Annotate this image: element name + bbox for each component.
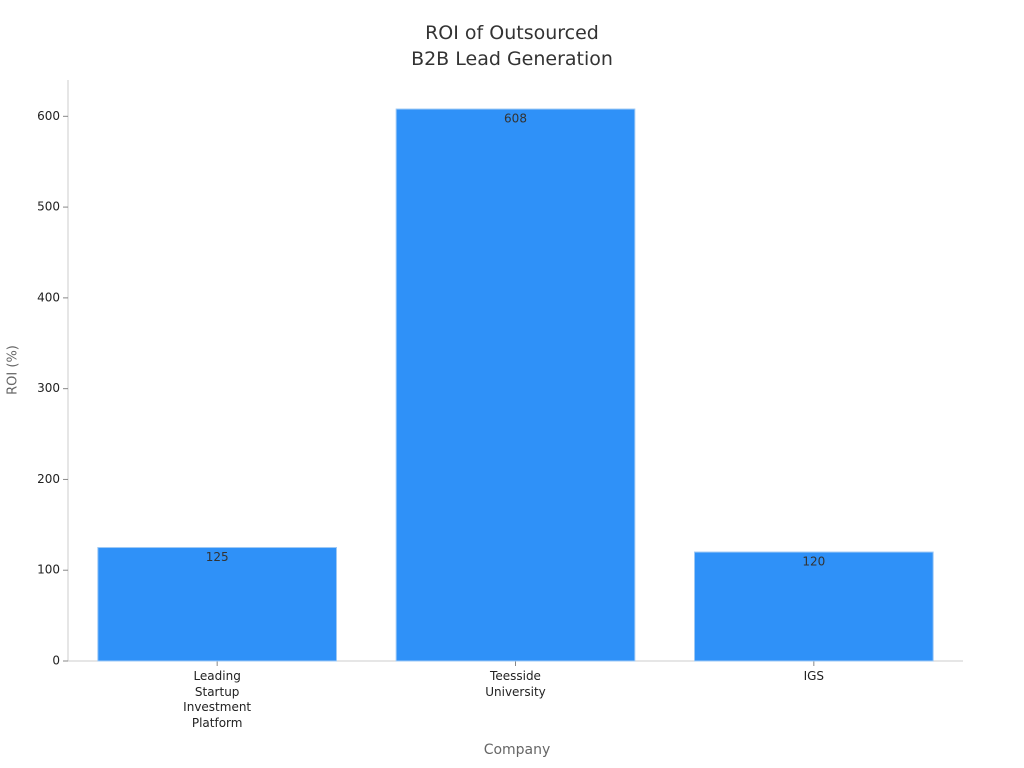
y-tick-label: 300 (37, 381, 60, 395)
value-label: 125 (206, 550, 229, 564)
bar (97, 547, 338, 662)
x-tick-label: Teesside University (485, 669, 546, 699)
x-tick-label: Leading Startup Investment Platform (183, 669, 252, 730)
value-label: 120 (802, 555, 825, 569)
chart-title: ROI of Outsourced B2B Lead Generation (411, 22, 613, 70)
y-tick-label: 200 (37, 472, 60, 486)
y-tick-label: 100 (37, 563, 60, 577)
y-axis-label: ROI (%) (6, 345, 21, 395)
bar (395, 108, 636, 662)
y-tick-label: 400 (37, 290, 60, 304)
y-tick-label: 0 (52, 654, 60, 668)
y-tick-label: 600 (37, 109, 60, 123)
x-axis-label: Company (483, 742, 551, 758)
bar (694, 551, 934, 662)
value-label: 608 (504, 112, 527, 126)
y-tick-label: 500 (37, 200, 60, 214)
x-tick-label: IGS (803, 669, 825, 683)
